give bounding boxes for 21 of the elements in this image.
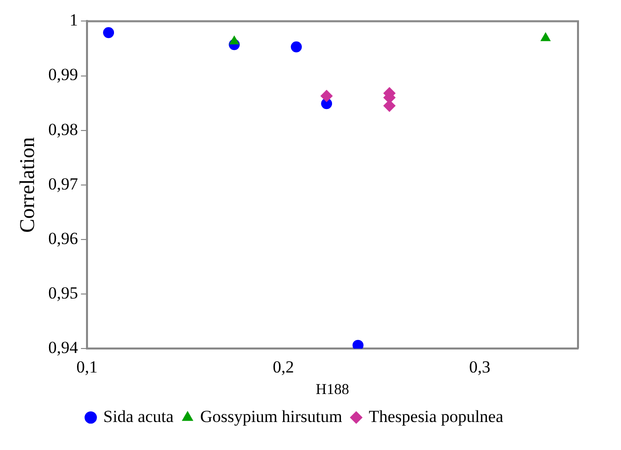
y-tick-label: 0,95: [48, 284, 78, 302]
y-tick-label: 0,97: [48, 174, 78, 194]
x-tick-label: 0,3: [469, 357, 490, 376]
point: [352, 340, 364, 349]
y-tick-label: 0,98: [48, 120, 78, 139]
point: [229, 36, 240, 44]
x-tick-label: 0,2: [272, 357, 294, 376]
y-tick-label: 0,94: [48, 338, 78, 358]
y-tick-label: 0,96: [48, 228, 78, 248]
y-tick-label: 1: [69, 10, 78, 30]
point: [103, 27, 114, 38]
legend-label: Sida acuta: [103, 406, 174, 426]
y-tick-label: 0,99: [48, 65, 78, 84]
point: [540, 32, 550, 42]
legend-label: Thespesia populnea: [368, 406, 504, 426]
legend-label: Gossypium hirsutum: [200, 406, 342, 426]
point: [290, 41, 302, 52]
point: [320, 90, 333, 102]
x-tick-label: 0,1: [76, 357, 98, 376]
y-axis-title: Correlation: [15, 136, 40, 233]
x-axis-title: H188: [316, 382, 350, 398]
